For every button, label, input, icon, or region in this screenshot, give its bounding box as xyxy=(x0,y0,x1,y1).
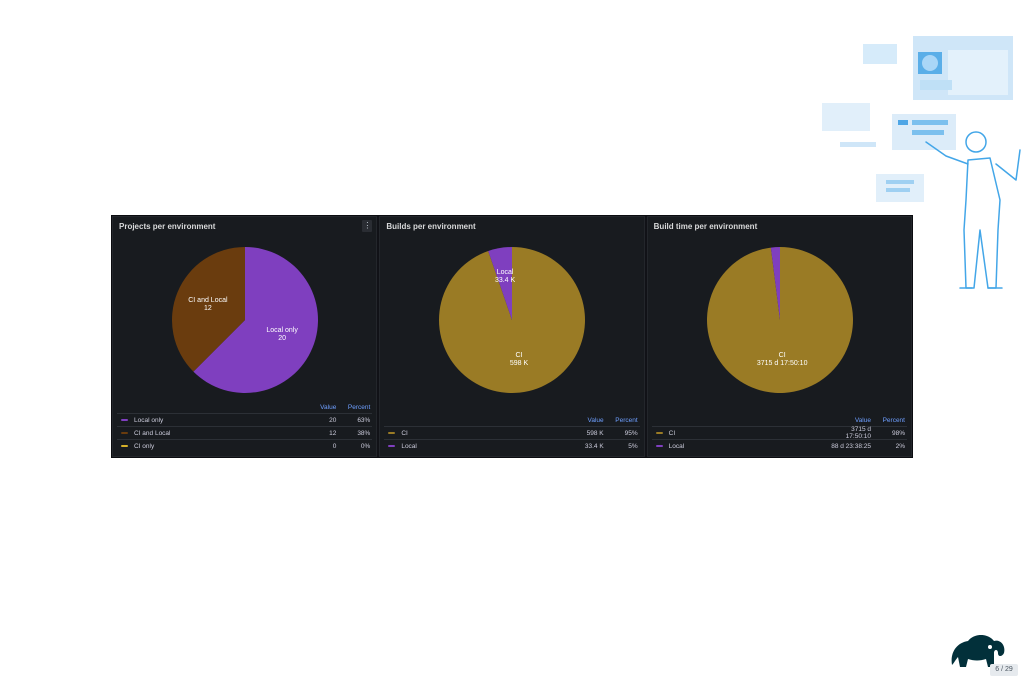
legend-swatch xyxy=(121,419,128,421)
pie-data-label: Local 33.4 K xyxy=(494,268,516,284)
legend-percent: 5% xyxy=(628,442,638,450)
legend-row[interactable]: CI only 0 0% xyxy=(117,439,373,452)
legend-value: 598 K xyxy=(586,429,604,437)
panel-title: Projects per environment xyxy=(119,222,216,231)
dashboard: Projects per environment ⋮ Local only 20 C… xyxy=(111,215,913,458)
legend-value: 33.4 K xyxy=(584,442,604,450)
legend-value: 0 xyxy=(332,442,337,450)
legend-value: 12 xyxy=(329,429,337,437)
legend-name: Local only xyxy=(117,417,296,424)
legend-header: Value Percent xyxy=(652,414,907,426)
legend-value: 20 xyxy=(329,416,337,424)
legend-name: CI and Local xyxy=(117,430,296,437)
legend-swatch xyxy=(655,445,663,447)
legend-header: Value Percent xyxy=(117,401,372,413)
pie-chart xyxy=(172,247,318,393)
legend-header-percent[interactable]: Percent xyxy=(615,416,638,424)
pie-slice-ci-and-local[interactable] xyxy=(172,247,245,372)
panel-title: Builds per environment xyxy=(386,222,476,231)
legend-row[interactable]: CI 3715 d 17:50:10 98% xyxy=(651,426,907,440)
legend-header-value[interactable]: Value xyxy=(320,403,337,411)
legend-name: Local xyxy=(384,443,563,450)
legend-row[interactable]: CI 598 K 95% xyxy=(384,426,640,439)
legend-header: Value Percent xyxy=(384,414,639,426)
elephant-logo-icon xyxy=(951,635,1005,667)
person-with-dashboards-illustration xyxy=(822,36,1021,289)
pie-data-label: CI 3715 d 17:50:10 xyxy=(756,352,808,368)
legend-table: Value Percent CI 598 K 95% Local 33.4 K 5% xyxy=(384,414,640,452)
legend-row[interactable]: Local 33.4 K 5% xyxy=(384,439,640,452)
legend-row[interactable]: CI and Local 12 38% xyxy=(117,426,373,439)
legend-percent: 0% xyxy=(360,442,371,450)
legend-row[interactable]: Local only 20 63% xyxy=(117,413,373,426)
pie-data-label: CI and Local 12 xyxy=(188,296,228,312)
legend-name: CI xyxy=(652,430,831,437)
legend-table: Value Percent CI 3715 d 17:50:10 98% Local 88 … xyxy=(651,414,907,452)
pie-slice-local[interactable] xyxy=(488,247,513,320)
legend-percent: 95% xyxy=(624,429,638,437)
pie-data-label: CI 598 K xyxy=(509,351,529,367)
legend-swatch xyxy=(121,445,128,447)
legend-swatch xyxy=(121,432,128,434)
legend-value: 88 d 23:38:25 xyxy=(831,442,871,450)
legend-percent: 38% xyxy=(357,429,371,437)
legend-percent: 98% xyxy=(891,429,905,437)
page-number: 6 / 29 xyxy=(990,664,1018,676)
legend-header-percent[interactable]: Percent xyxy=(882,416,905,424)
legend-swatch xyxy=(655,432,663,434)
legend-header-value[interactable]: Value xyxy=(854,416,871,424)
legend-swatch xyxy=(388,432,396,434)
legend-name: CI xyxy=(384,430,563,437)
pie-slice-local-only[interactable] xyxy=(193,247,318,393)
panel-build-time: Build time per environment CI 3715 d 17:5… xyxy=(646,216,912,457)
legend-swatch xyxy=(388,445,396,447)
pie-data-label: Local only 20 xyxy=(266,327,298,343)
legend-name: Local xyxy=(652,443,831,450)
panel-builds: Builds per environment CI 598 K Local 33.4 … xyxy=(379,216,645,457)
pie-chart xyxy=(706,247,853,393)
legend-row[interactable]: Local 88 d 23:38:25 2% xyxy=(651,439,907,452)
legend-percent: 2% xyxy=(895,442,905,450)
pie-chart xyxy=(439,247,586,393)
legend-percent: 63% xyxy=(357,416,371,424)
legend-name: CI only xyxy=(117,443,296,450)
legend-header-percent[interactable]: Percent xyxy=(347,403,371,411)
panel-projects: Projects per environment ⋮ Local only 20 C… xyxy=(112,216,378,457)
panel-title: Build time per environment xyxy=(653,222,758,231)
vertical-dots-icon[interactable]: ⋮ xyxy=(362,220,373,232)
legend-header-value[interactable]: Value xyxy=(587,416,604,424)
pie-slice-local[interactable] xyxy=(770,247,780,320)
legend-value: 3715 d 17:50:10 xyxy=(845,426,871,440)
legend-table: Value Percent Local only 20 63% CI and Local 1… xyxy=(117,401,373,452)
